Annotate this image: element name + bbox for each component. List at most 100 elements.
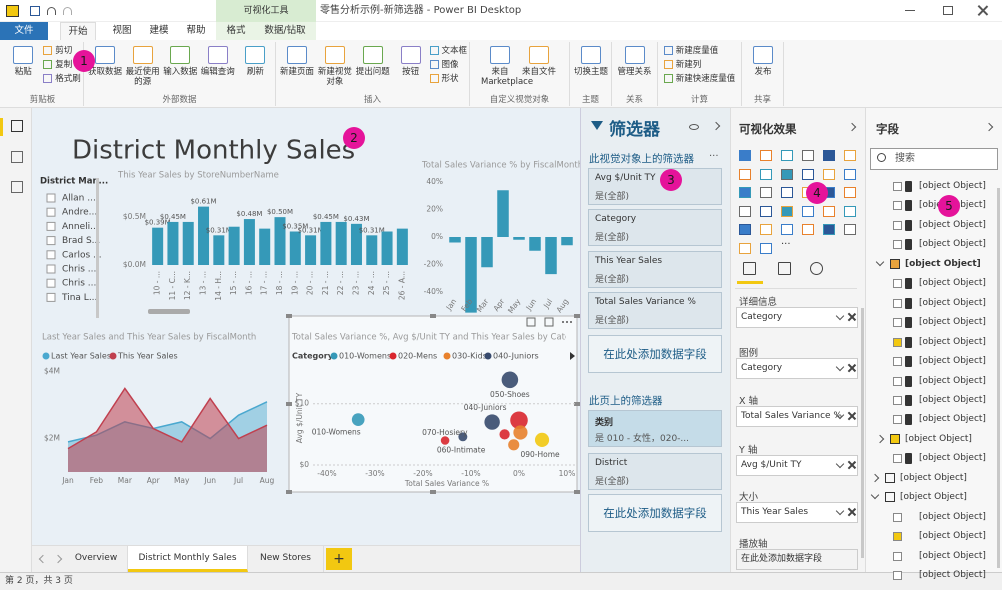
visual-type-icon[interactable] xyxy=(739,150,751,161)
ribbon-small-button[interactable]: 格式刷 xyxy=(43,73,81,84)
ribbon-button[interactable]: 获取数据 xyxy=(86,42,123,92)
chevron-icon[interactable] xyxy=(835,362,845,372)
ribbon-button[interactable]: 切换主题 xyxy=(572,42,609,92)
ribbon-tab[interactable]: 格式 xyxy=(226,25,246,36)
ribbon-tab[interactable]: 帮助 xyxy=(186,25,206,36)
visual-type-icon[interactable] xyxy=(781,168,793,180)
field-well[interactable]: Category xyxy=(736,358,858,379)
chevron-icon[interactable] xyxy=(847,122,857,132)
field-checkbox[interactable] xyxy=(893,220,902,230)
field-checkbox[interactable] xyxy=(893,279,902,289)
nav-view-icon[interactable] xyxy=(11,120,23,132)
ribbon-button[interactable]: 发布 xyxy=(744,42,781,92)
field-checkbox[interactable] xyxy=(893,298,902,308)
visual-type-icon[interactable] xyxy=(823,224,835,235)
visual-type-icon[interactable] xyxy=(739,242,751,254)
field-name[interactable]: [object Object] xyxy=(919,570,986,580)
field-well[interactable]: This Year Sales xyxy=(736,502,858,523)
field-well[interactable]: Avg $/Unit TY xyxy=(736,455,858,476)
ribbon-small-button[interactable]: 文本框 xyxy=(429,45,467,56)
ribbon-small-button[interactable]: 剪切 xyxy=(43,45,81,56)
ribbon-button[interactable]: 按钮 xyxy=(392,42,429,92)
nav-view-icon[interactable] xyxy=(11,181,23,193)
visual-type-icon[interactable] xyxy=(844,168,856,180)
visual-type-icon[interactable] xyxy=(844,224,856,235)
field-name[interactable]: [object Object] xyxy=(919,531,986,542)
visual-type-icon[interactable] xyxy=(802,150,814,161)
field-name[interactable]: [object Object] xyxy=(919,356,986,367)
more-options[interactable]: ... xyxy=(709,148,719,159)
field-name[interactable]: [object Object] xyxy=(919,550,986,561)
visual-type-icon[interactable] xyxy=(760,150,772,161)
search-box[interactable]: 搜索 xyxy=(870,148,998,170)
field-name[interactable]: [object Object] xyxy=(919,239,986,250)
field-group-name[interactable]: [object Object] xyxy=(905,433,972,444)
field-name[interactable]: [object Object] xyxy=(919,394,986,405)
visual-type-icon[interactable] xyxy=(802,224,814,235)
field-checkbox[interactable] xyxy=(893,318,902,328)
chevron-icon[interactable] xyxy=(711,121,721,131)
chevron-icon[interactable] xyxy=(875,257,885,267)
visibility-icon[interactable] xyxy=(689,124,699,130)
page-tab[interactable]: New Stores xyxy=(248,546,324,572)
more-visuals[interactable]: ... xyxy=(781,236,791,247)
visual-type-icon[interactable] xyxy=(781,205,793,217)
chevron-icon[interactable] xyxy=(835,459,845,469)
field-name[interactable]: [object Object] xyxy=(919,453,986,464)
chevron-icon[interactable] xyxy=(870,490,880,500)
filter-card[interactable]: Avg $/Unit TY 是(全部) xyxy=(588,168,722,205)
ribbon-small-button[interactable]: 新建快速度量值 xyxy=(663,73,735,84)
ribbon-button[interactable]: 刷新 xyxy=(236,42,273,92)
field-group-name[interactable]: [object Object] xyxy=(905,258,981,269)
visual-type-icon[interactable] xyxy=(781,224,793,235)
maximize-button[interactable] xyxy=(943,6,953,15)
field-checkbox[interactable] xyxy=(893,376,902,386)
field-checkbox[interactable] xyxy=(893,532,902,542)
visual-type-icon[interactable] xyxy=(760,205,772,217)
field-well[interactable]: Total Sales Variance % xyxy=(736,406,858,427)
ribbon-tab[interactable]: 视图 xyxy=(112,25,132,36)
nav-view-icon[interactable] xyxy=(11,151,23,163)
chevron-icon[interactable] xyxy=(870,473,880,482)
visual-type-icon[interactable] xyxy=(760,187,772,198)
visual-type-icon[interactable] xyxy=(739,168,751,180)
ribbon-tab[interactable]: 文件 xyxy=(0,22,48,40)
visual-type-icon[interactable] xyxy=(739,224,751,235)
ribbon-small-button[interactable]: 形状 xyxy=(429,73,468,84)
pane-tab-icon[interactable] xyxy=(810,262,823,275)
filter-card[interactable]: Category 是(全部) xyxy=(588,209,722,246)
pane-tab-icon[interactable] xyxy=(743,262,756,275)
field-checkbox[interactable] xyxy=(893,415,902,425)
add-page-button[interactable]: + xyxy=(326,548,352,570)
add-field-box[interactable]: 在此处添加数据字段 xyxy=(588,335,722,373)
field-checkbox[interactable] xyxy=(893,182,902,191)
visual-type-icon[interactable] xyxy=(739,205,751,217)
ribbon-button[interactable]: 提出问题 xyxy=(354,42,391,92)
visual-type-icon[interactable] xyxy=(760,224,772,235)
field-checkbox[interactable] xyxy=(893,551,902,561)
add-field-box[interactable]: 在此处添加数据字段 xyxy=(588,494,722,532)
visual-type-icon[interactable] xyxy=(760,168,772,180)
visual-type-icon[interactable] xyxy=(844,205,856,217)
field-name[interactable]: [object Object] xyxy=(919,375,986,386)
ribbon-tab[interactable]: 数据/钻取 xyxy=(264,25,306,36)
field-name[interactable]: [object Object] xyxy=(919,219,986,230)
filter-card[interactable]: 类别是 010 - 女性，020-... xyxy=(588,410,722,447)
field-checkbox[interactable] xyxy=(893,357,902,367)
ribbon-small-button[interactable]: 新建度量值 xyxy=(663,45,736,56)
field-checkbox[interactable] xyxy=(893,395,902,405)
chevron-icon[interactable] xyxy=(875,434,885,444)
field-name[interactable]: [object Object] xyxy=(919,336,986,347)
pane-tab-icon[interactable] xyxy=(778,262,791,275)
chevron-icon[interactable] xyxy=(984,122,994,132)
ribbon-button[interactable]: 最近使用的源 xyxy=(124,42,161,92)
filter-card[interactable]: District 是(全部) xyxy=(588,453,722,490)
ribbon-button[interactable]: 管理关系 xyxy=(616,42,654,92)
field-well[interactable]: 在此处添加数据字段 xyxy=(736,549,858,570)
chevron-icon[interactable] xyxy=(835,506,845,516)
ribbon-tab[interactable]: 开始 xyxy=(60,22,96,40)
ribbon-small-button[interactable]: 图像 xyxy=(429,59,468,70)
visual-type-icon[interactable] xyxy=(781,150,793,161)
ribbon-button[interactable]: 编辑查询 xyxy=(199,42,236,92)
undo-icon[interactable] xyxy=(47,7,56,15)
